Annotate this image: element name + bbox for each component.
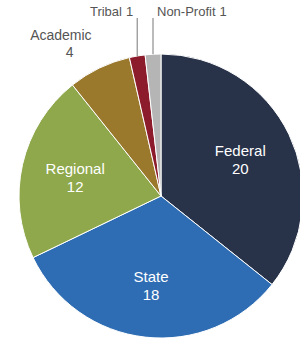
slice-label-group: Non-Profit 1	[157, 4, 227, 19]
labels: Federal20 State18 Regional12 Academic4 Triba…	[30, 4, 266, 303]
slice-label: Regional	[46, 160, 105, 177]
slice-label: Non-Profit	[157, 4, 216, 19]
slice-label-group: Tribal 1	[90, 4, 133, 19]
leader-line	[137, 18, 138, 56]
slice-label: Academic	[30, 27, 91, 43]
slice-value: 1	[220, 4, 227, 19]
slice-value: 1	[126, 4, 133, 19]
slice-value: 20	[232, 160, 249, 177]
slice-label: Federal	[215, 142, 266, 159]
slice-label: State	[134, 268, 169, 285]
chart: Federal20 State18 Regional12 Academic4 Triba…	[0, 0, 300, 348]
pie-slice	[145, 54, 161, 196]
slices	[19, 54, 300, 338]
slice-label: Tribal	[90, 4, 122, 19]
slice-value: 4	[66, 44, 74, 60]
slice-value: 12	[67, 178, 84, 195]
pie-slice	[129, 55, 161, 196]
leader-line	[153, 18, 154, 54]
slice-value: 18	[143, 286, 160, 303]
